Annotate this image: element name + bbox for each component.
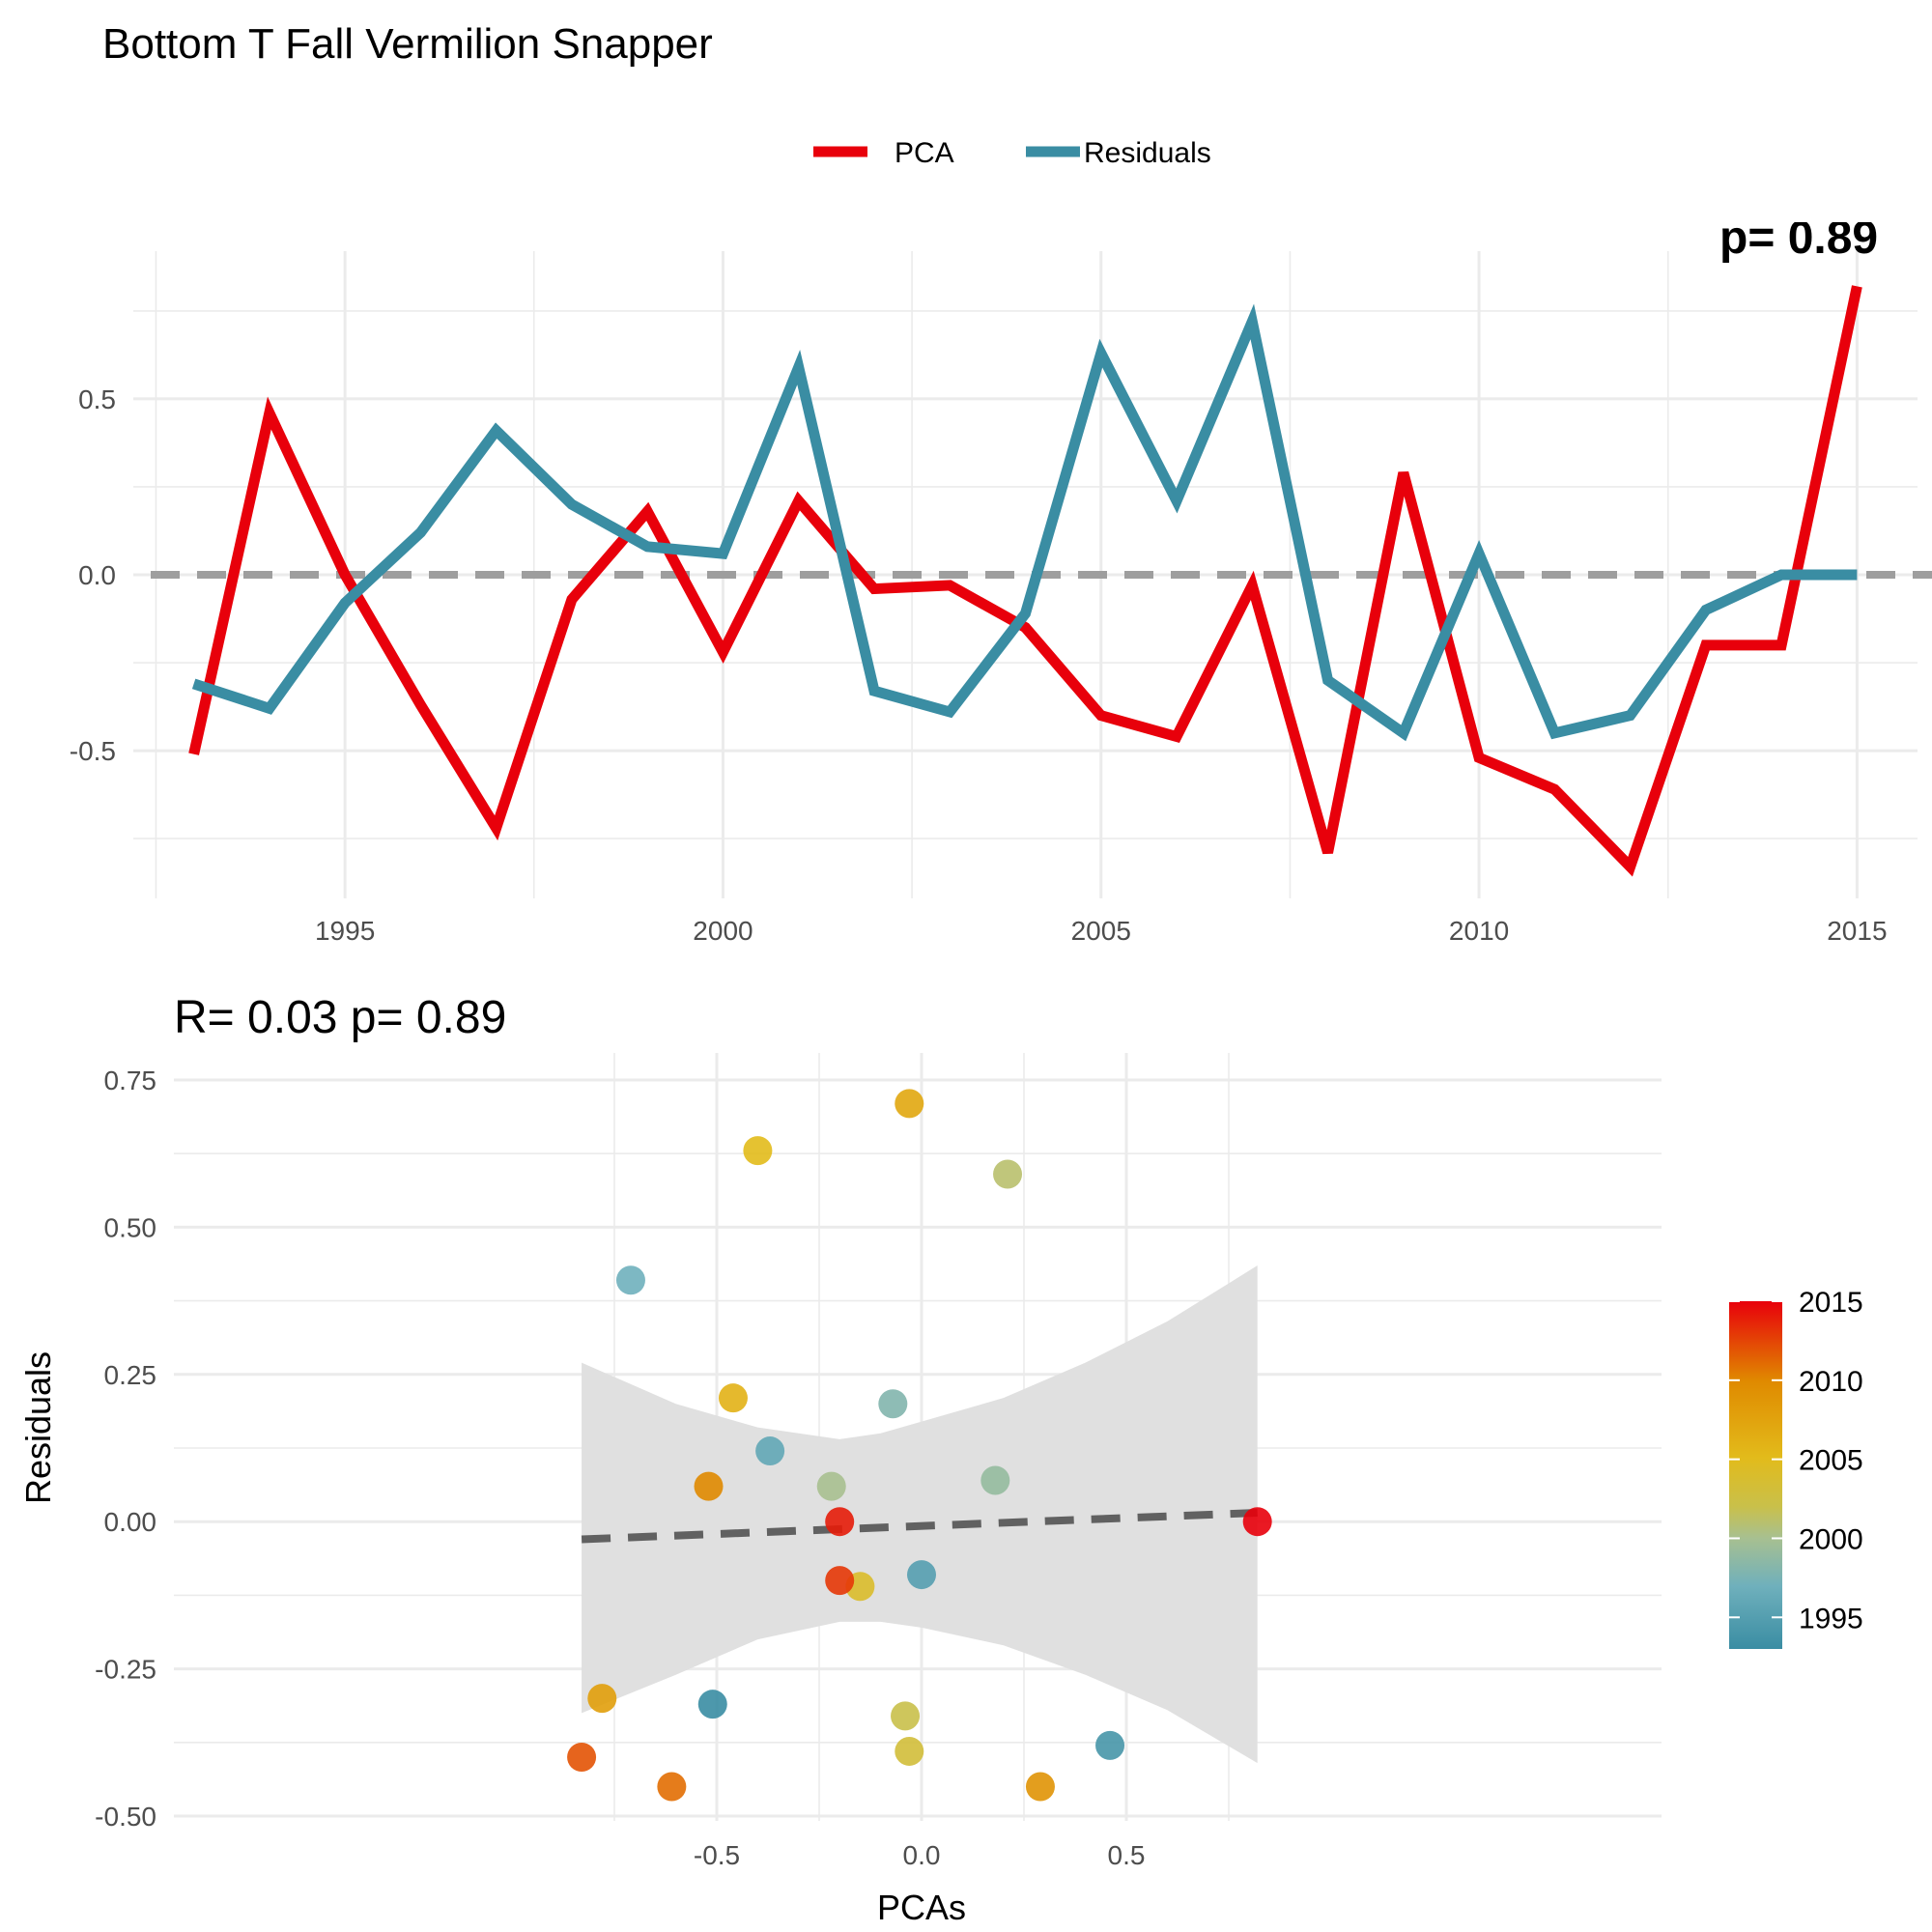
top-y-tick-label: 0.0	[78, 560, 116, 590]
bottom-x-tick-label: 0.5	[1108, 1840, 1146, 1870]
scatter-point	[697, 1690, 727, 1719]
scatter-point	[694, 1471, 724, 1501]
scatter-panel: -0.5 0.0 0.5 -0.50 -0.25 0.00 0.25 0.50 0.75	[95, 1053, 1662, 1870]
bottom-y-tick-label: 0.75	[104, 1065, 157, 1095]
top-y-tick-label: 0.5	[78, 384, 116, 414]
top-y-tick-label: -0.5	[70, 736, 116, 766]
colorbar-tick-label: 2000	[1799, 1523, 1863, 1555]
scatter-point	[615, 1265, 645, 1295]
scatter-points	[567, 1089, 1272, 1802]
bottom-y-tick-label: 0.50	[104, 1212, 157, 1242]
scatter-point	[825, 1507, 855, 1537]
figure-title: Bottom T Fall Vermilion Snapper	[102, 20, 713, 68]
scatter-point	[743, 1136, 773, 1166]
scatter-point	[878, 1389, 908, 1419]
top-x-tick-label: 2000	[693, 916, 753, 946]
scatter-subtitle: R= 0.03 p= 0.89	[174, 992, 506, 1043]
scatter-point	[895, 1089, 924, 1119]
scatter-point	[1095, 1730, 1125, 1760]
scatter-point	[895, 1736, 924, 1766]
scatter-point	[816, 1471, 846, 1501]
legend: PCA Residuals	[813, 137, 1211, 169]
bottom-x-tick-label: 0.0	[903, 1840, 941, 1870]
regression-fit-line	[581, 1509, 1258, 1544]
scatter-point	[980, 1465, 1010, 1495]
scatter-point	[587, 1684, 617, 1714]
time-series-panel: 1995 2000 2005 2010 2015 -0.5 0.0 0.5 p= 0.89	[70, 213, 1932, 946]
top-tick-labels: 1995 2000 2005 2010 2015 -0.5 0.0 0.5	[70, 384, 1888, 946]
clipped-annotation: p= 0.89	[1719, 213, 1878, 264]
confidence-band	[582, 1265, 1258, 1764]
bottom-y-tick-label: 0.00	[104, 1507, 157, 1537]
bottom-y-tick-label: 0.25	[104, 1360, 157, 1390]
bottom-y-tick-label: -0.25	[95, 1655, 156, 1685]
scatter-point	[993, 1159, 1023, 1189]
scatter-point	[657, 1772, 687, 1802]
scatter-point	[891, 1701, 921, 1731]
top-x-tick-label: 2005	[1071, 916, 1131, 946]
scatter-point	[718, 1383, 748, 1413]
colorbar-ticks: 1995 2000 2005 2010 2015	[1729, 1287, 1863, 1634]
series-line-residuals	[191, 303, 1858, 742]
colorbar: 1995 2000 2005 2010 2015	[1729, 1287, 1863, 1649]
scatter-point	[567, 1743, 597, 1773]
series-line-pca	[188, 285, 1862, 877]
legend-label-pca: PCA	[895, 137, 954, 169]
scatter-point	[825, 1566, 855, 1596]
bottom-tick-labels: -0.5 0.0 0.5 -0.50 -0.25 0.00 0.25 0.50 0.75	[95, 1065, 1145, 1870]
colorbar-gradient	[1729, 1301, 1782, 1649]
scatter-point	[907, 1560, 936, 1590]
bottom-y-tick-label: -0.50	[95, 1802, 156, 1832]
colorbar-tick-label: 2010	[1799, 1366, 1863, 1398]
y-axis-title: Residuals	[18, 1351, 58, 1504]
top-x-tick-label: 1995	[315, 916, 375, 946]
scatter-point	[755, 1436, 785, 1466]
bottom-x-tick-label: -0.5	[694, 1840, 740, 1870]
x-axis-title: PCAs	[877, 1888, 966, 1927]
colorbar-tick-label: 2015	[1799, 1287, 1863, 1319]
top-x-tick-label: 2010	[1449, 916, 1509, 946]
top-x-tick-label: 2015	[1827, 916, 1887, 946]
colorbar-tick-label: 1995	[1799, 1603, 1863, 1634]
colorbar-tick-label: 2005	[1799, 1445, 1863, 1477]
scatter-point	[1025, 1772, 1055, 1802]
scatter-point	[1242, 1507, 1272, 1537]
legend-label-residuals: Residuals	[1084, 137, 1211, 169]
